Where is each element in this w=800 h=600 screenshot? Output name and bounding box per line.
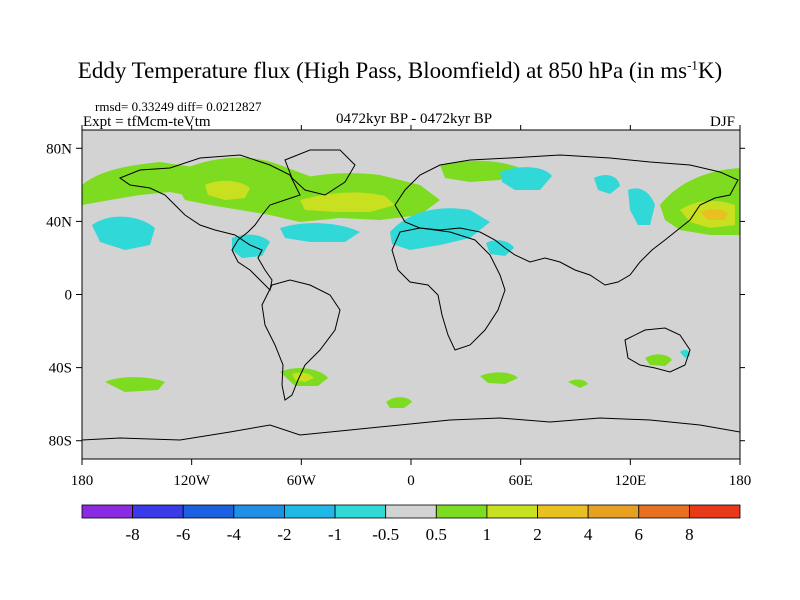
anomaly-atlantic-negative (280, 223, 360, 242)
colorbar-swatch (435, 504, 488, 519)
anomaly-south-atlantic-positive (386, 397, 412, 408)
coast-antarctica (82, 417, 740, 441)
title-main: Eddy Temperature flux (High Pass, Bloomf… (77, 58, 688, 83)
anomaly-east-pacific-negative (92, 216, 155, 250)
x-tick-label: 60E (509, 473, 533, 489)
colorbar-swatch (688, 504, 741, 519)
anomaly-south-america-core (292, 372, 314, 382)
colorbar-label: 4 (584, 525, 593, 544)
colorbar-label: 0.5 (426, 525, 447, 544)
colorbar-label: -1 (328, 525, 342, 544)
anomaly-southern-pacific-positive (105, 377, 165, 392)
colorbar-label: 8 (685, 525, 694, 544)
coast-south-america (261, 279, 341, 401)
anomaly-fields (82, 157, 740, 408)
anomaly-east-asia-negative (628, 188, 655, 225)
colorbar-swatch (638, 504, 690, 519)
y-tick-label: 80S (49, 434, 72, 450)
colorbar-swatch (132, 504, 184, 519)
x-tick-label: 180 (71, 473, 94, 489)
y-tick-label: 80N (46, 141, 72, 157)
coast-eurasia (394, 154, 739, 286)
colorbar-label: -0.5 (372, 525, 399, 544)
colorbar-label: -2 (277, 525, 291, 544)
season-label: DJF (710, 114, 736, 130)
x-tick-label: 0 (407, 473, 415, 489)
coast-greenland (284, 149, 356, 196)
x-tick-label: 60W (287, 473, 317, 489)
chart-title: Eddy Temperature flux (High Pass, Bloomf… (0, 58, 800, 84)
map-axes: 180 120W 60W 0 60E 120E 180 80N 40N 0 40S 80S (46, 125, 751, 489)
anomaly-southern-indian-small (568, 379, 588, 388)
colorbar-swatch (233, 504, 285, 519)
anomaly-north-atlantic-core (300, 192, 395, 212)
anomaly-australia-positive (645, 354, 672, 366)
colorbar-swatch (537, 504, 589, 519)
title-exponent: -1 (687, 57, 698, 73)
title-end: K) (697, 58, 723, 83)
experiment-label: Expt = tfMcm-teVtm (83, 114, 211, 130)
anomaly-mediterranean-negative (390, 208, 490, 250)
coast-africa (391, 227, 506, 351)
colorbar-swatch (486, 504, 538, 519)
colorbar-label: 6 (635, 525, 644, 544)
x-tick-label: 180 (729, 473, 752, 489)
period-label: 0472kyr BP - 0472kyr BP (335, 111, 493, 127)
anomaly-siberia-negative (594, 174, 620, 194)
colorbar-label: -8 (126, 525, 140, 544)
anomaly-northwest-pacific-peak (700, 209, 728, 220)
colorbar-label: 2 (533, 525, 542, 544)
colorbar-label: -6 (176, 525, 190, 544)
y-tick-label: 40S (49, 361, 72, 377)
anomaly-russia-negative (500, 167, 552, 190)
anomaly-middle-east-negative (486, 240, 514, 256)
colorbar: -8 -6 -4 -2 -1 -0.5 0.5 1 2 4 6 8 (81, 504, 741, 544)
x-tick-label: 120E (614, 473, 646, 489)
coast-australia (624, 327, 691, 373)
colorbar-swatch (182, 504, 235, 519)
y-tick-label: 0 (65, 288, 73, 304)
x-tick-label: 120W (173, 473, 211, 489)
coast-north-america (118, 154, 301, 292)
colorbar-swatch (81, 504, 134, 519)
y-tick-label: 40N (46, 214, 72, 230)
stats-line: rmsd= 0.33249 diff= 0.0212827 (95, 99, 262, 114)
anomaly-north-america-core (205, 180, 250, 200)
colorbar-swatch (284, 504, 336, 519)
colorbar-swatch (385, 504, 437, 519)
coastlines (82, 149, 740, 441)
anomaly-eurasia-positive (440, 160, 520, 182)
colorbar-swatch (334, 504, 387, 519)
colorbar-label: 1 (483, 525, 492, 544)
anomaly-south-indian-positive (480, 372, 518, 384)
colorbar-label: -4 (227, 525, 242, 544)
colorbar-swatch (587, 504, 640, 519)
